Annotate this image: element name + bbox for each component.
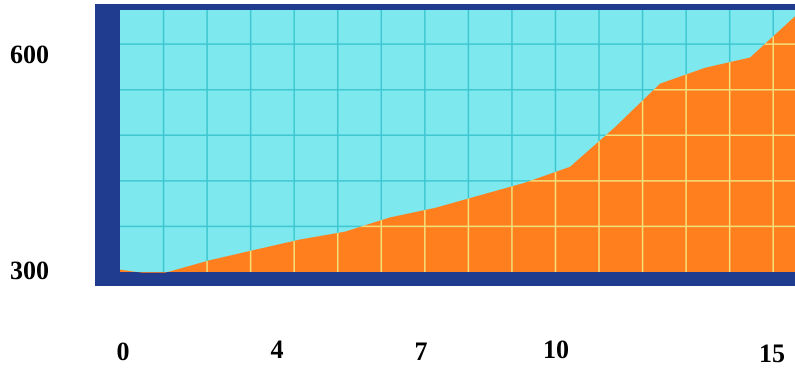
x-tick-label-0: 0 <box>117 337 130 366</box>
plot-frame-top <box>95 4 795 10</box>
y-tick-label-300: 300 <box>10 256 49 285</box>
plot-frame-left <box>95 4 120 286</box>
x-tick-label-10: 10 <box>543 335 569 364</box>
area-series <box>120 16 795 273</box>
plot-frame-bottom <box>95 272 795 286</box>
x-tick-label-4: 4 <box>271 335 284 364</box>
y-tick-label-600: 600 <box>10 40 49 69</box>
x-tick-label-15: 15 <box>759 339 785 368</box>
x-tick-label-7: 7 <box>415 337 428 366</box>
